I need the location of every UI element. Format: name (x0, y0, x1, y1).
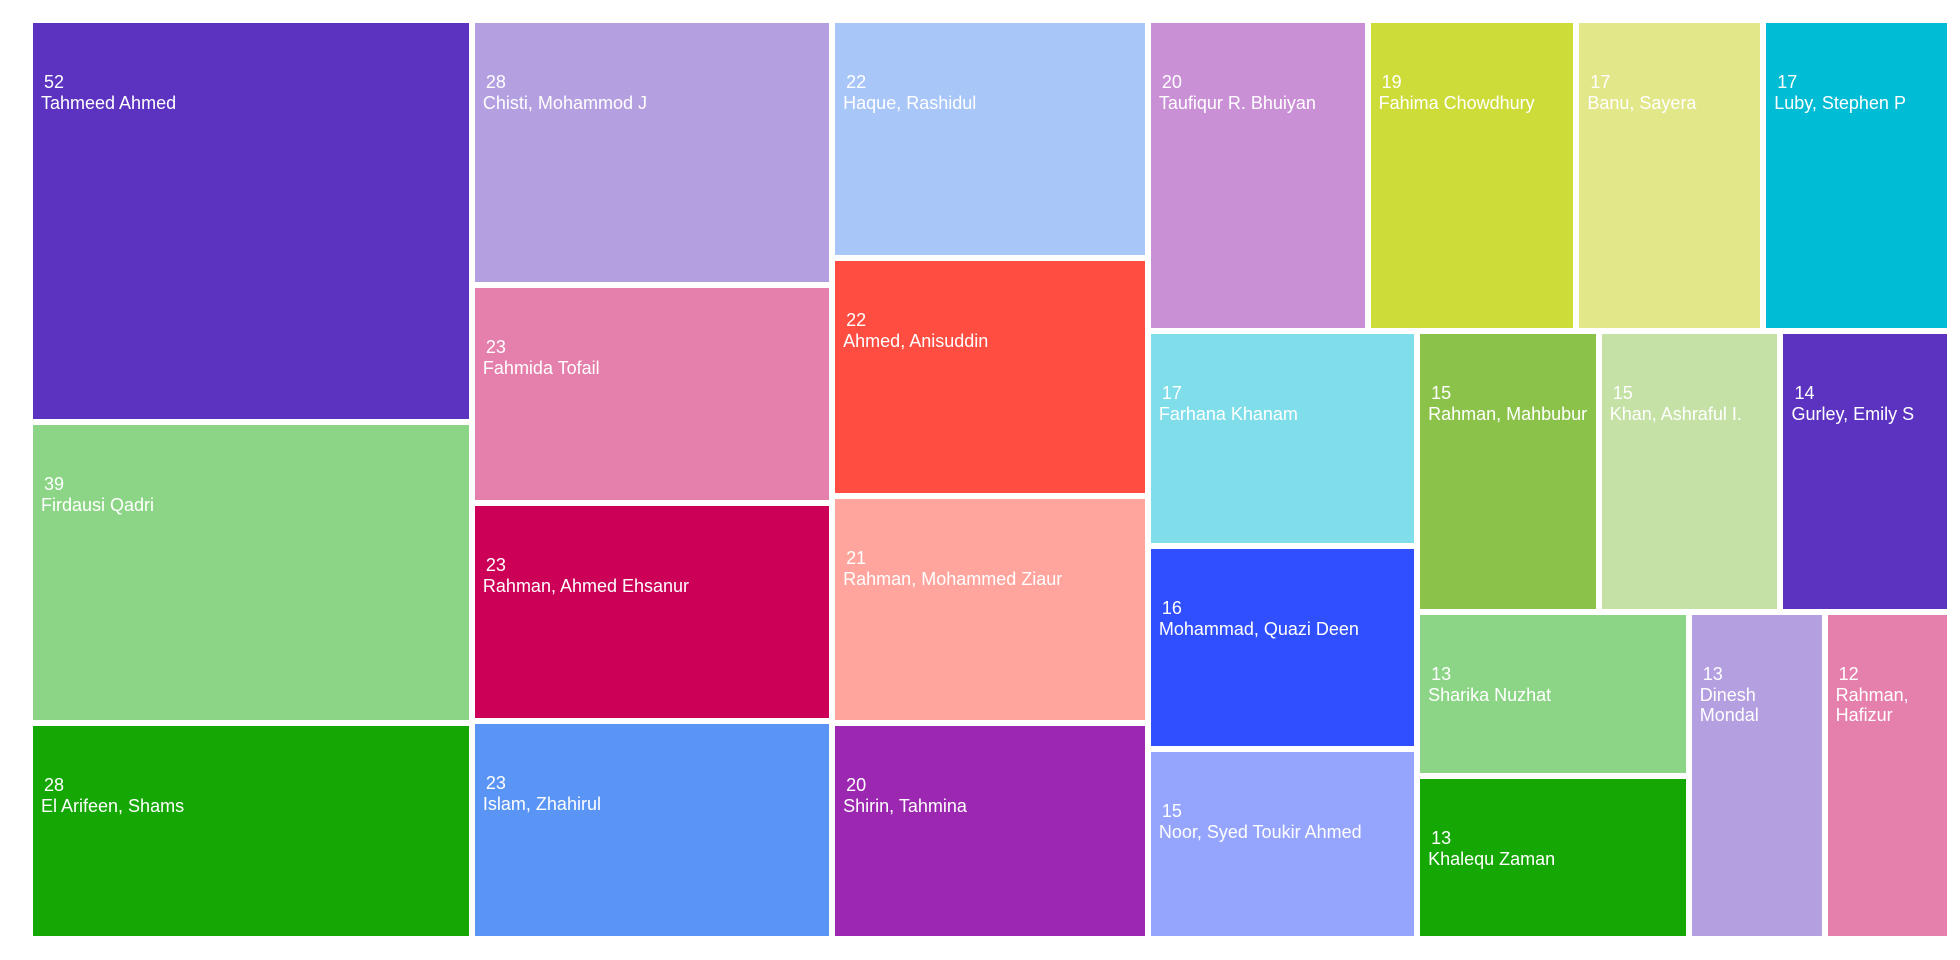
tile-value: 21 (846, 547, 867, 568)
treemap-tile: 23 Fahmida Tofail (474, 288, 830, 501)
tile-value: 23 (485, 773, 506, 794)
treemap-tile: 15 Khan, Ashraful I. (1601, 333, 1778, 610)
treemap-tile: 28 El Arifeen, Shams (33, 725, 469, 936)
tile-label: El Arifeen, Shams (41, 795, 185, 816)
tile-label: Rahman, Mahbubur (1428, 403, 1588, 424)
tile-value: 13 (1702, 664, 1723, 685)
tile-value: 16 (1161, 598, 1182, 619)
tile-label: Noor, Syed Toukir Ahmed (1158, 821, 1362, 842)
tile-label: Shirin, Tahmina (843, 795, 967, 816)
treemap-tile: 22 Haque, Rashidul (835, 23, 1145, 255)
tile-label: Khalequ Zaman (1428, 848, 1556, 869)
tile-label: Gurley, Emily S (1791, 403, 1915, 424)
tile-label: Fahima Chowdhury (1378, 93, 1535, 113)
tile-value: 12 (1838, 664, 1859, 685)
treemap-tile: 14 Gurley, Emily S (1783, 333, 1947, 610)
tile-value: 20 (846, 774, 867, 795)
tile-value: 19 (1381, 72, 1402, 92)
treemap-tile: 19 Fahima Chowdhury (1370, 23, 1574, 328)
tile-label: Haque, Rashidul (843, 93, 977, 113)
tile-value: 13 (1431, 827, 1452, 848)
tile-label: Khan, Ashraful I. (1609, 403, 1742, 424)
tile-value: 15 (1612, 382, 1633, 403)
tile-label: Islam, Zhahirul (482, 794, 601, 815)
tile-value: 17 (1161, 382, 1182, 403)
treemap-tile: 13 Sharika Nuzhat (1420, 615, 1686, 773)
treemap-tile: 17 Farhana Khanam (1150, 333, 1415, 544)
treemap-tile: 15 Rahman, Mahbubur (1420, 333, 1596, 610)
tile-value: 15 (1161, 800, 1182, 821)
tile-value: 22 (846, 309, 867, 330)
tile-label: Fahmida Tofail (482, 358, 600, 379)
tile-label: Mohammad, Quazi Deen (1158, 619, 1359, 640)
treemap-tile: 39 Firdausi Qadri (33, 424, 469, 720)
treemap-tile: 15 Noor, Syed Toukir Ahmed (1150, 751, 1415, 936)
tile-value: 23 (485, 555, 506, 576)
treemap-tile: 17 Luby, Stephen P (1766, 23, 1947, 328)
treemap-tile: 13 Dinesh Mondal (1691, 615, 1822, 936)
treemap-tile: 17 Banu, Sayera (1579, 23, 1761, 328)
tile-label: Rahman, Ahmed Ehsanur (482, 576, 690, 597)
tile-label: Farhana Khanam (1158, 403, 1298, 424)
tile-value: 15 (1431, 382, 1452, 403)
treemap-tile: 23 Rahman, Ahmed Ehsanur (474, 506, 830, 719)
tile-label: Taufiqur R. Bhuiyan (1158, 93, 1316, 113)
tile-label: Tahmeed Ahmed (41, 93, 177, 113)
tile-value: 14 (1794, 382, 1815, 403)
treemap-tile: 28 Chisti, Mohammod J (474, 23, 830, 283)
tile-value: 52 (44, 72, 65, 92)
tile-value: 22 (846, 72, 867, 92)
treemap-tile: 16 Mohammad, Quazi Deen (1150, 549, 1415, 746)
treemap-tile: 22 Ahmed, Anisuddin (835, 260, 1145, 493)
tile-label: Rahman, Mohammed Ziaur (843, 568, 1063, 589)
tile-value: 20 (1161, 72, 1182, 92)
treemap-tile: 20 Taufiqur R. Bhuiyan (1150, 23, 1365, 328)
treemap-tile: 52 Tahmeed Ahmed (33, 23, 469, 419)
tile-label: Dinesh Mondal (1699, 685, 1759, 726)
tile-label: Chisti, Mohammod J (482, 93, 647, 113)
treemap-tile: 23 Islam, Zhahirul (474, 724, 830, 936)
tile-value: 13 (1431, 664, 1452, 685)
tile-label: Sharika Nuzhat (1428, 685, 1552, 706)
tile-label: Banu, Sayera (1587, 93, 1697, 113)
treemap-tile: 21 Rahman, Mohammed Ziaur (835, 498, 1145, 720)
tile-value: 28 (44, 774, 65, 795)
tile-label: Rahman, Hafizur (1835, 685, 1909, 726)
treemap-tile: 12 Rahman, Hafizur (1827, 615, 1947, 936)
treemap-tile: 20 Shirin, Tahmina (835, 725, 1145, 936)
tile-value: 39 (44, 473, 65, 494)
tile-value: 17 (1590, 72, 1611, 92)
tile-value: 17 (1777, 72, 1798, 92)
tile-label: Ahmed, Anisuddin (843, 330, 989, 351)
tile-value: 28 (485, 72, 506, 92)
tile-label: Firdausi Qadri (41, 494, 155, 515)
treemap-tile: 13 Khalequ Zaman (1420, 778, 1686, 936)
tile-label: Luby, Stephen P (1774, 93, 1906, 113)
tile-value: 23 (485, 337, 506, 358)
